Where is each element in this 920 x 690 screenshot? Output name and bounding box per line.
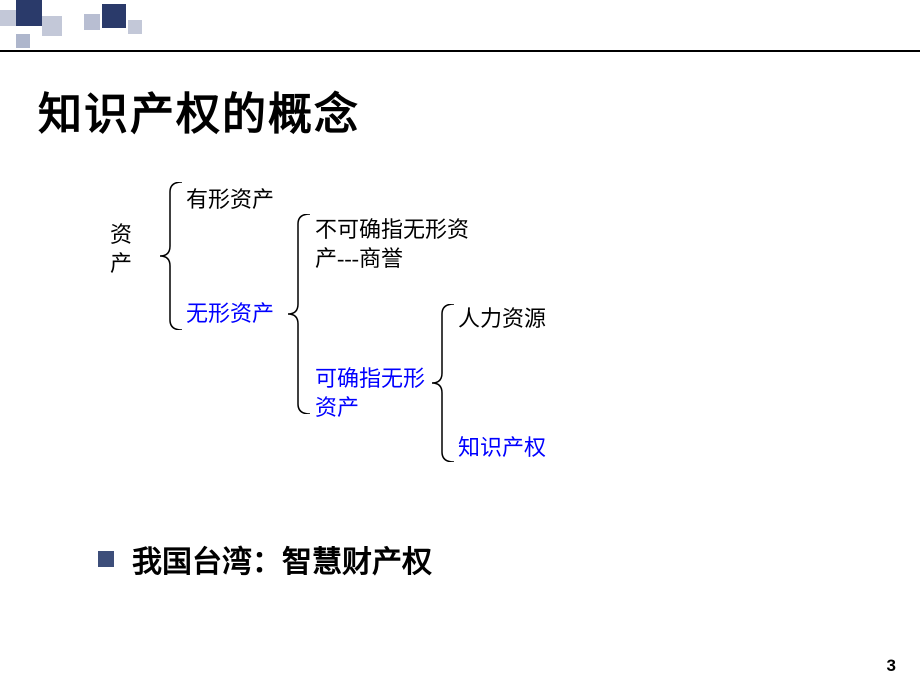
node-certain: 可确指无形资产	[315, 365, 445, 422]
page-number: 3	[887, 656, 896, 676]
bracket-b2	[288, 214, 310, 414]
node-intangible: 无形资产	[186, 300, 274, 329]
deco-square	[42, 16, 62, 36]
header-divider	[0, 50, 920, 52]
node-tangible: 有形资产	[186, 186, 274, 215]
header-decoration	[0, 0, 145, 50]
deco-square	[102, 4, 126, 28]
deco-square	[0, 10, 16, 26]
deco-square	[84, 14, 100, 30]
bullet-square-icon	[98, 551, 114, 567]
node-ip: 知识产权	[458, 434, 546, 463]
bullet-line: 我国台湾：智慧财产权	[98, 537, 432, 581]
asset-diagram: 资产 有形资产无形资产 不可确指无形资产---商誉可确指无形资产 人力资源知识产权	[110, 170, 710, 500]
bracket-b3	[432, 304, 454, 462]
deco-square	[128, 20, 142, 34]
node-human: 人力资源	[458, 305, 546, 334]
node-uncertain: 不可确指无形资产---商誉	[315, 216, 505, 273]
deco-square	[16, 34, 30, 48]
bracket-b1	[160, 182, 182, 330]
node-asset: 资产	[110, 221, 140, 278]
bullet-text: 我国台湾：智慧财产权	[132, 537, 432, 581]
page-title: 知识产权的概念	[38, 78, 360, 142]
deco-square	[16, 0, 42, 26]
